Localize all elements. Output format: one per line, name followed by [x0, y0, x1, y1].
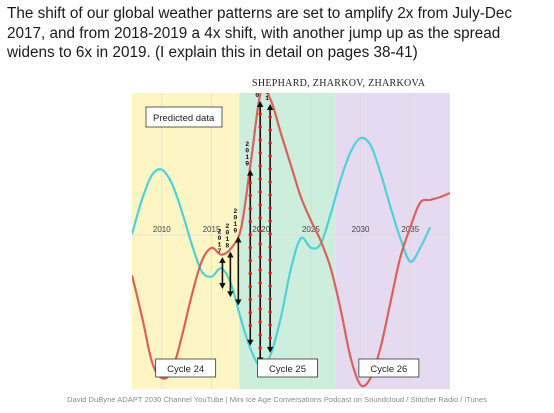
red-marker-dot: [268, 128, 272, 132]
red-marker-dot: [268, 297, 272, 301]
arrow-head-up: [219, 257, 226, 264]
caption-text: The shift of our global weather patterns…: [7, 5, 513, 61]
red-marker-dot: [268, 284, 272, 288]
cycle-region-24: [132, 93, 240, 389]
x-tick-label: 2010: [153, 225, 171, 234]
red-marker-dot: [258, 268, 262, 272]
red-marker-dot: [248, 284, 252, 289]
red-marker-dot: [248, 180, 252, 185]
cycle-label-text: Cycle 24: [167, 364, 204, 375]
red-marker-dot: [248, 310, 252, 315]
grid-lines: [132, 93, 450, 389]
red-marker-dot: [248, 297, 252, 302]
series-lines: [132, 93, 450, 388]
red-marker-dot: [268, 193, 272, 197]
red-marker-dot: [248, 245, 252, 250]
cycle-label-24: Cycle 24: [155, 358, 217, 378]
chart-title: Predicted data: [153, 113, 215, 124]
shift-arrow-2021: 2021: [265, 93, 274, 353]
arrow-head-up: [235, 236, 242, 243]
x-tick-label: 2030: [352, 225, 370, 234]
sunspot-cycle-chart: 2010 2015 2020 2025 2030 2035 2 0 1 72 0 1 82 0 1 92 0 1…: [132, 93, 450, 389]
red-marker-dot: [258, 138, 262, 142]
cycle-label-text: Cycle 25: [269, 364, 306, 375]
red-marker-dot: [258, 281, 262, 285]
arrow-head-up: [256, 101, 264, 107]
red-marker-dot: [268, 180, 272, 184]
red-marker-dot: [258, 307, 262, 311]
red-marker-dot: [248, 193, 252, 198]
cycle-label-box: [257, 358, 318, 378]
red-marker-dot: [248, 232, 252, 237]
authors-credit: SHEPHARD, ZHARKOV, ZHARKOVA: [252, 78, 426, 89]
red-marker-dot: [258, 151, 262, 155]
cycle-label-box: [155, 358, 217, 378]
arrow-head-down: [219, 283, 226, 289]
arrow-head-down: [266, 346, 274, 353]
cycle-label-box: [358, 358, 420, 378]
cycle-region-26: [335, 93, 450, 389]
red-marker-dot: [258, 112, 262, 116]
red-marker-dot: [268, 167, 272, 171]
red-marker-dot: [248, 206, 252, 211]
red-marker-dot: [268, 154, 272, 158]
red-marker-dot: [258, 346, 262, 350]
red-marker-dot: [268, 258, 272, 262]
red-marker-dot: [268, 141, 272, 145]
red-marker-dot: [258, 177, 262, 181]
red-marker-dot: [258, 190, 262, 194]
red-marker-dot: [268, 271, 272, 275]
cyan-series-line: [132, 136, 432, 369]
footer-credit: David DuByne ADAPT 2030 Channel YouTube …: [66, 395, 488, 404]
arrow-head-up: [227, 251, 234, 258]
arrow-head-down: [227, 291, 234, 298]
arrow-year-label: 2021: [265, 93, 269, 102]
red-marker-dot: [258, 164, 262, 168]
red-marker-dot: [258, 216, 262, 220]
x-tick-label: 2015: [203, 225, 221, 234]
red-marker-dot: [258, 294, 262, 298]
legend-box: Predicted data: [145, 106, 223, 128]
red-marker-dot: [248, 271, 252, 276]
red-marker-dot: [258, 125, 262, 129]
cycle-labels: Cycle 24 Cycle 25 Cycle 26: [155, 358, 420, 378]
red-marker-dot: [248, 258, 252, 263]
red-marker-dot: [268, 245, 272, 249]
arrow-year-label: 2020: [255, 93, 259, 99]
red-marker-dot: [258, 203, 262, 207]
red-marker-dot: [258, 320, 262, 324]
cycle-label-26: Cycle 26: [358, 358, 420, 378]
x-tick-label: 2020: [252, 225, 270, 234]
arrow-head-up: [266, 104, 274, 111]
cycle-label-25: Cycle 25: [257, 358, 318, 378]
red-marker-dot: [268, 323, 272, 327]
cycle-label-text: Cycle 26: [370, 364, 407, 375]
red-marker-dot: [268, 232, 272, 236]
x-tick-label: 2025: [302, 225, 320, 234]
red-marker-dot: [268, 336, 272, 340]
red-marker-dot: [258, 255, 262, 259]
red-marker-dot: [258, 242, 262, 246]
arrow-head-down: [235, 299, 242, 306]
red-marker-dot: [258, 333, 262, 337]
red-marker-dot: [248, 323, 252, 328]
red-marker-dot: [258, 229, 262, 233]
arrow-head-up: [247, 169, 254, 176]
red-marker-dot: [248, 219, 252, 224]
red-marker-dot: [268, 115, 272, 119]
red-marker-dot: [268, 206, 272, 210]
red-marker-dot: [268, 310, 272, 314]
arrow-head-down: [247, 339, 254, 346]
red-series-line: [132, 93, 450, 388]
red-marker-dot: [268, 219, 272, 223]
